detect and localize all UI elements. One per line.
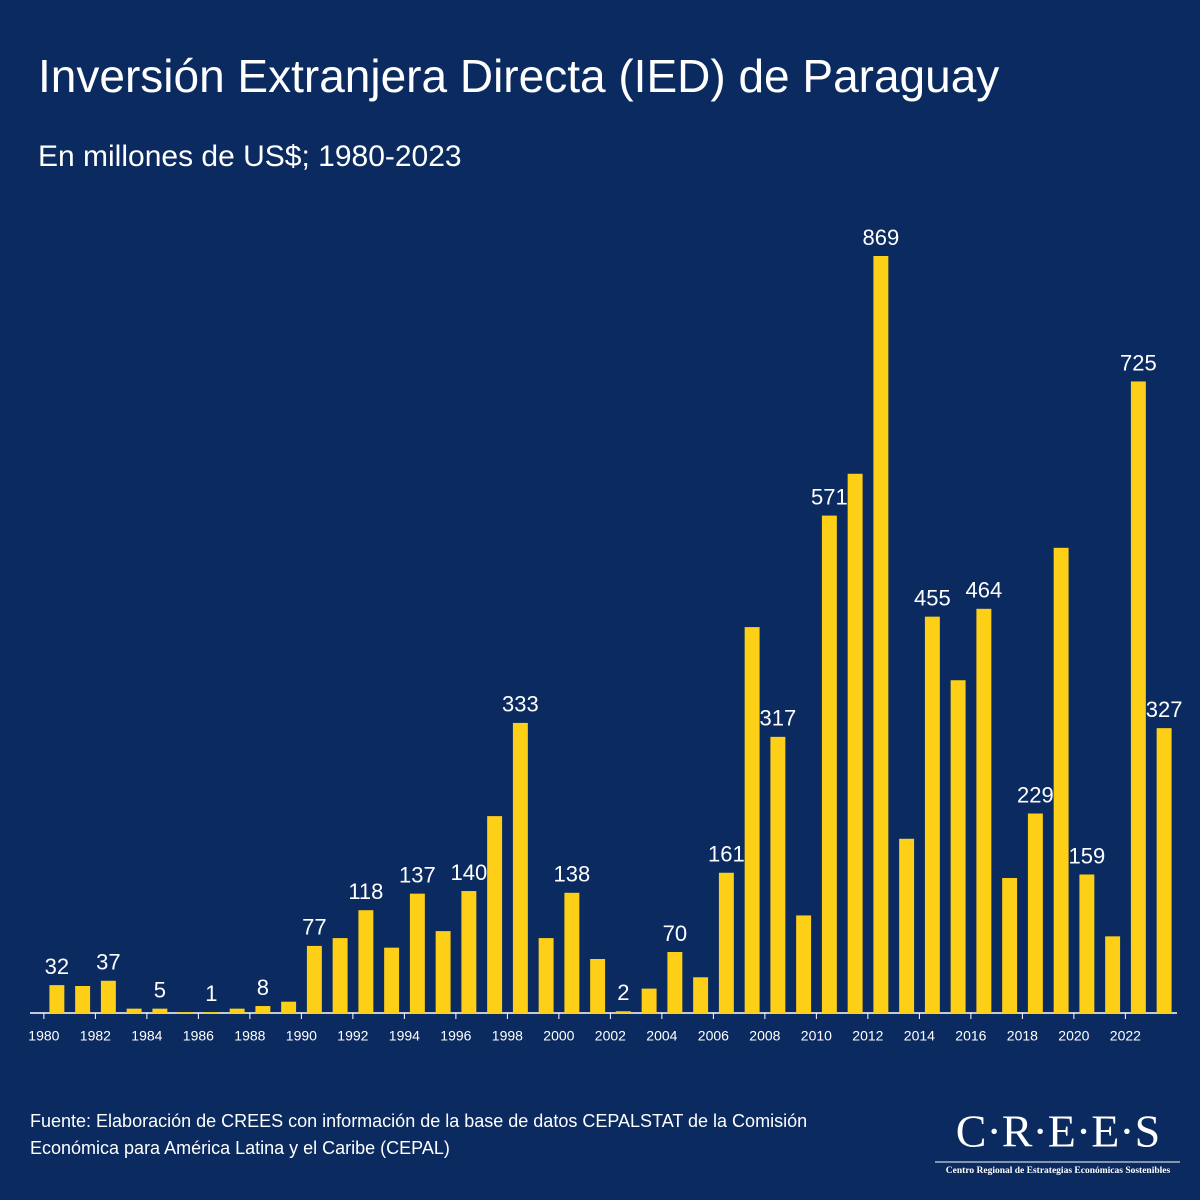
x-tick-label: 1998 (492, 1028, 523, 1044)
x-tick-label: 2018 (1007, 1028, 1038, 1044)
bar (1130, 381, 1146, 1013)
chart-subtitle: En millones de US$; 1980-2023 (38, 140, 462, 173)
value-label: 8 (257, 975, 269, 1000)
value-label: 455 (914, 585, 951, 610)
x-tick-label: 2014 (904, 1028, 935, 1044)
bar (229, 1008, 245, 1013)
bar (178, 1012, 194, 1013)
bar (126, 1008, 142, 1013)
bar (49, 985, 65, 1013)
bar (538, 938, 554, 1013)
bar (821, 515, 837, 1013)
x-tick-label: 2008 (749, 1028, 780, 1044)
x-tick-label: 2000 (543, 1028, 574, 1044)
bar (358, 910, 374, 1013)
value-label: 77 (302, 915, 326, 940)
bar (255, 1006, 271, 1013)
x-tick-label: 2006 (698, 1028, 729, 1044)
bar (203, 1012, 219, 1013)
bar (641, 988, 657, 1013)
x-tick-label: 1996 (440, 1028, 471, 1044)
x-tick-label: 1992 (337, 1028, 368, 1044)
bar (976, 608, 992, 1013)
bar (1079, 874, 1095, 1013)
bar (75, 985, 91, 1013)
chart-title: Inversión Extranjera Directa (IED) de Pa… (38, 50, 999, 102)
bar (1105, 936, 1121, 1013)
logo-subtitle: Centro Regional de Estrategias Económica… (946, 1166, 1171, 1176)
x-tick-label: 2020 (1058, 1028, 1089, 1044)
value-label: 159 (1069, 843, 1106, 868)
bar (435, 931, 451, 1013)
bar (152, 1008, 168, 1013)
x-tick-label: 1990 (286, 1028, 317, 1044)
bar (950, 680, 966, 1013)
bar (615, 1011, 631, 1013)
bar (744, 627, 760, 1013)
bar (487, 816, 503, 1013)
value-label: 137 (399, 862, 436, 887)
x-tick-label: 1980 (28, 1028, 59, 1044)
bar (667, 952, 683, 1013)
bar (384, 947, 400, 1013)
bar (1002, 877, 1018, 1013)
bar (1027, 813, 1043, 1013)
value-label: 464 (966, 578, 1003, 603)
bar (770, 736, 786, 1013)
bar (796, 915, 812, 1013)
logo: C·R·E·E·S (956, 1106, 1160, 1157)
value-label: 140 (451, 860, 488, 885)
bar (512, 722, 528, 1013)
value-label: 161 (708, 842, 745, 867)
bar (281, 1001, 297, 1013)
x-tick-label: 2004 (646, 1028, 677, 1044)
bar (847, 473, 863, 1013)
value-label: 317 (760, 706, 797, 731)
x-tick-label: 2002 (595, 1028, 626, 1044)
x-tick-label: 1984 (131, 1028, 162, 1044)
x-tick-label: 2012 (852, 1028, 883, 1044)
value-label: 138 (554, 862, 591, 887)
x-tick-label: 1986 (183, 1028, 214, 1044)
value-label: 118 (348, 879, 383, 904)
value-label: 70 (663, 921, 687, 946)
x-tick-label: 1982 (80, 1028, 111, 1044)
bar (1156, 728, 1172, 1013)
x-tick-label: 2016 (955, 1028, 986, 1044)
bar (924, 616, 940, 1013)
bar (899, 838, 915, 1013)
bar (409, 893, 425, 1013)
x-tick-label: 2022 (1110, 1028, 1141, 1044)
bar (332, 938, 348, 1013)
value-label: 229 (1017, 782, 1054, 807)
value-label: 869 (863, 225, 900, 250)
value-label: 333 (502, 692, 539, 717)
value-label: 5 (154, 977, 166, 1002)
bar (461, 891, 477, 1013)
x-tick-label: 2010 (801, 1028, 832, 1044)
source-note: Económica para América Latina y el Carib… (30, 1138, 450, 1158)
bar (564, 892, 580, 1013)
bar (1053, 547, 1069, 1013)
bar (306, 945, 322, 1013)
value-label: 32 (45, 954, 69, 979)
source-note: Fuente: Elaboración de CREES con informa… (30, 1111, 807, 1131)
value-label: 1 (205, 981, 217, 1006)
bar (693, 977, 709, 1013)
value-label: 571 (811, 484, 848, 509)
value-label: 2 (617, 980, 629, 1005)
bar (590, 958, 606, 1013)
value-label: 725 (1120, 350, 1157, 375)
value-label: 327 (1146, 697, 1183, 722)
x-tick-label: 1994 (389, 1028, 420, 1044)
bar (873, 256, 889, 1013)
value-label: 37 (96, 950, 120, 975)
bar (718, 872, 734, 1013)
x-tick-label: 1988 (234, 1028, 265, 1044)
bar (100, 980, 116, 1013)
